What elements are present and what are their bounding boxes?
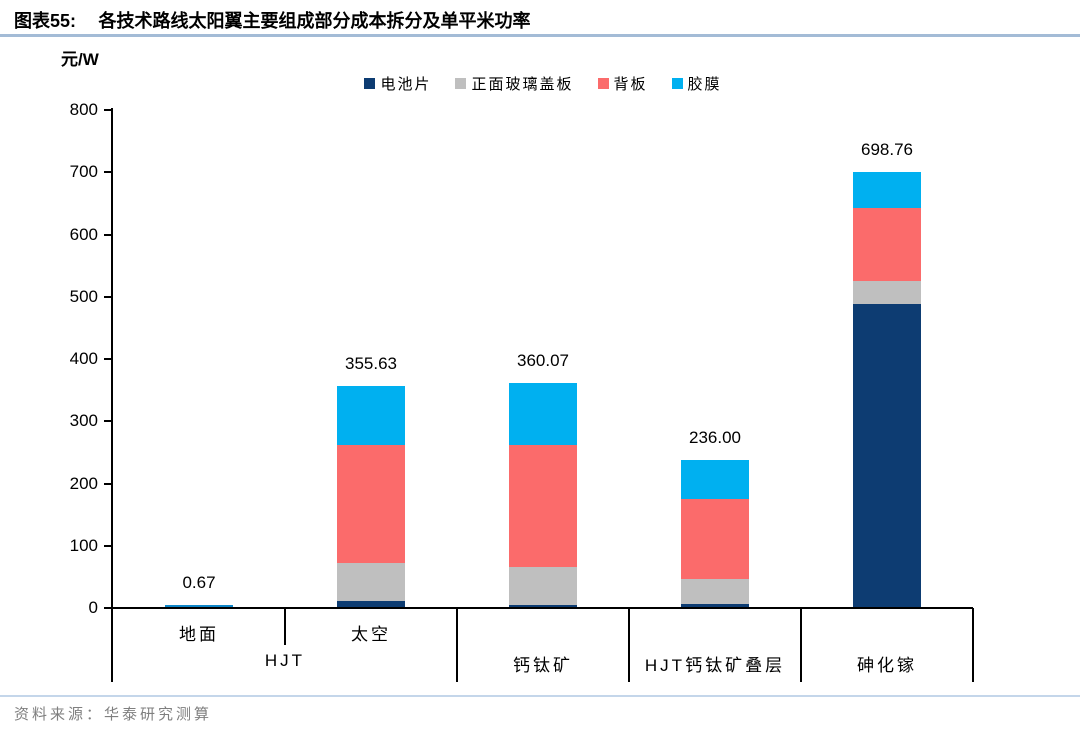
bar-segment <box>853 172 921 208</box>
figure-title-row: 图表55: 各技术路线太阳翼主要组成部分成本拆分及单平米功率 <box>14 7 531 33</box>
y-axis-tick <box>104 358 113 360</box>
bar-segment <box>681 460 749 499</box>
legend-label: 胶膜 <box>687 77 722 93</box>
category-group-divider <box>628 608 630 682</box>
figure-title: 各技术路线太阳翼主要组成部分成本拆分及单平米功率 <box>98 11 531 31</box>
source-divider-rule <box>0 695 1080 697</box>
source-label: 资料来源： <box>14 707 105 723</box>
bar-segment-tiny <box>165 604 233 607</box>
y-axis-unit-label: 元/W <box>61 50 99 69</box>
bar-segment <box>509 382 577 446</box>
bar-total-label: 360.07 <box>517 350 569 370</box>
legend-label: 电池片 <box>380 77 432 93</box>
legend-item: 背板 <box>597 73 648 94</box>
y-axis-tick-label: 0 <box>88 598 98 617</box>
y-axis-tick-label: 200 <box>69 473 98 493</box>
y-axis-tick-label: 500 <box>69 286 98 306</box>
legend-swatch-icon <box>364 78 376 89</box>
y-axis-tick <box>104 607 113 609</box>
bar-segment <box>681 578 749 604</box>
y-axis-line <box>111 108 113 682</box>
bar-total-label: 355.63 <box>345 353 397 373</box>
bar-segment <box>509 605 577 607</box>
legend-swatch-icon <box>597 78 609 89</box>
bar-segment <box>337 445 405 564</box>
bar-total-label: 0.67 <box>182 572 216 592</box>
y-axis-tick-label: 400 <box>69 349 98 368</box>
source-value: 华泰研究测算 <box>104 707 213 723</box>
legend-item: 电池片 <box>364 73 431 94</box>
bar-total-label: 698.76 <box>861 140 913 160</box>
category-axis-end-line <box>972 608 974 682</box>
y-axis-tick-label: 600 <box>69 224 98 244</box>
y-axis-tick <box>104 109 113 111</box>
legend-item: 胶膜 <box>671 73 722 94</box>
bar-segment <box>681 498 749 579</box>
bar-total-label: 236.00 <box>689 428 741 448</box>
category-group-label: HJT钙钛矿叠层 <box>644 656 786 675</box>
bar-segment <box>337 601 405 607</box>
category-sub-label: 太空 <box>351 625 391 644</box>
title-divider-rule <box>0 34 1080 37</box>
legend-item: 正面玻璃盖板 <box>455 73 573 94</box>
category-group-label: 钙钛矿 <box>513 656 573 675</box>
chart-legend: 电池片 正面玻璃盖板 背板 胶膜 <box>113 73 973 94</box>
bar-segment <box>337 563 405 602</box>
category-sub-label: 地面 <box>179 625 219 644</box>
legend-label: 正面玻璃盖板 <box>471 77 574 93</box>
x-axis-line <box>111 607 973 609</box>
figure-number-label: 图表55: <box>14 11 77 31</box>
category-group-divider <box>456 608 458 682</box>
y-axis-tick-label: 700 <box>69 162 98 182</box>
y-axis-tick-label: 300 <box>69 411 98 431</box>
source-note: 资料来源：华泰研究测算 <box>14 703 212 724</box>
bar-segment <box>681 603 749 607</box>
y-axis-tick <box>104 482 113 485</box>
bar-segment <box>853 207 921 282</box>
bar-segment <box>337 385 405 446</box>
bar-segment <box>853 281 921 305</box>
y-axis-tick-label: 100 <box>69 535 98 555</box>
bar-segment <box>509 445 577 567</box>
y-axis-tick <box>104 171 113 174</box>
legend-label: 背板 <box>613 77 648 93</box>
legend-swatch-icon <box>455 78 467 89</box>
bar-segment <box>509 566 577 606</box>
category-group-label: 砷化镓 <box>857 656 917 675</box>
legend-swatch-icon <box>671 78 683 89</box>
y-axis-tick <box>104 420 113 423</box>
y-axis-tick <box>104 295 113 298</box>
category-sub-divider <box>284 608 286 645</box>
category-group-label: HJT <box>264 651 306 670</box>
y-axis-tick <box>104 233 113 236</box>
category-group-divider <box>800 608 802 682</box>
y-axis-tick-label: 800 <box>69 100 98 119</box>
bar-segment <box>853 304 921 607</box>
y-axis-tick <box>104 544 113 547</box>
